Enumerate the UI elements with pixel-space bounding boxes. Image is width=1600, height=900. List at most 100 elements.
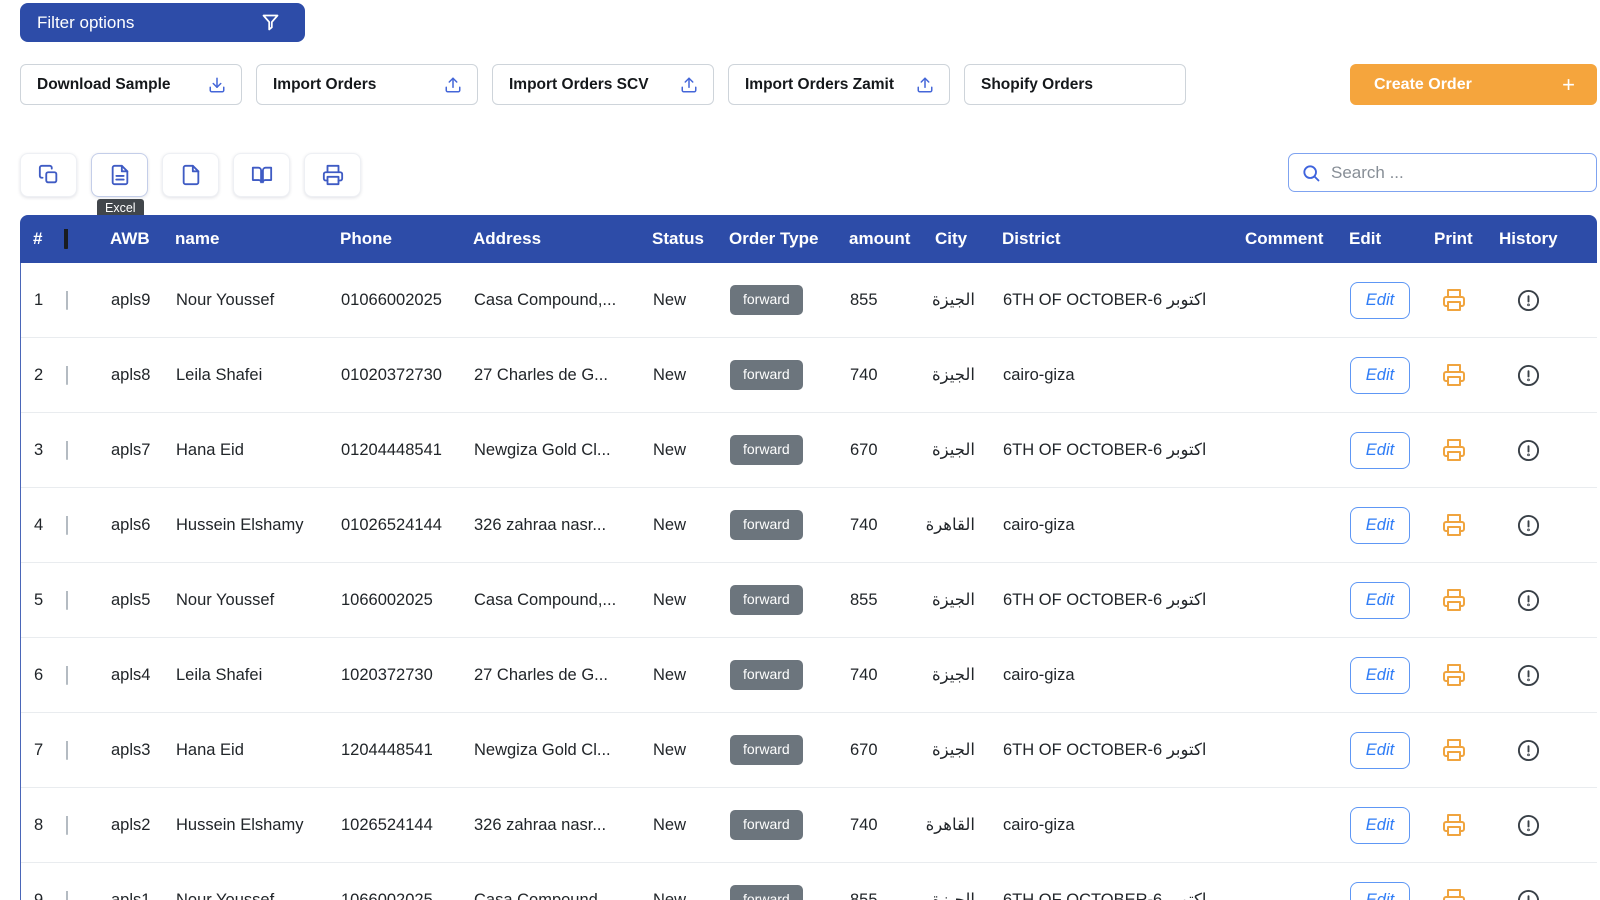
print-order-icon[interactable] <box>1442 588 1466 612</box>
cell-num: 7 <box>34 740 44 759</box>
cell-district: cairo-giza <box>1003 365 1075 384</box>
row-checkbox[interactable] <box>66 815 68 835</box>
row-checkbox[interactable] <box>66 515 68 535</box>
cell-district: 6TH OF OCTOBER-6 اكتوبر <box>1003 591 1207 609</box>
cell-city: الجيزة <box>932 291 975 309</box>
filter-options-button[interactable]: Filter options <box>20 3 305 42</box>
edit-button[interactable]: Edit <box>1350 581 1410 619</box>
print-order-icon[interactable] <box>1442 738 1466 762</box>
shopify-orders-button[interactable]: Shopify Orders <box>964 64 1186 105</box>
col-header-awb: AWB <box>110 229 150 248</box>
cell-history <box>1480 814 1598 837</box>
select-all-checkbox[interactable] <box>64 229 68 249</box>
print-order-icon[interactable] <box>1442 288 1466 312</box>
row-checkbox[interactable] <box>66 890 68 900</box>
cell-print <box>1415 288 1480 312</box>
cell-district: 6TH OF OCTOBER-6 اكتوبر <box>1003 741 1207 759</box>
row-checkbox[interactable] <box>66 290 68 310</box>
row-checkbox[interactable] <box>66 740 68 760</box>
cell-address: Newgiza Gold Cl... <box>474 740 611 759</box>
cell-phone: 01204448541 <box>341 440 442 459</box>
upload-icon <box>680 76 698 94</box>
book-open-icon <box>251 164 273 186</box>
history-icon[interactable] <box>1517 439 1540 462</box>
cell-city: الجيزة <box>932 366 975 384</box>
history-icon[interactable] <box>1517 364 1540 387</box>
row-checkbox[interactable] <box>66 590 68 610</box>
export-excel-button[interactable] <box>91 153 148 197</box>
import-orders-scv-button[interactable]: Import Orders SCV <box>492 64 714 105</box>
history-icon[interactable] <box>1517 289 1540 312</box>
table-row: 4 apls6 Hussein Elshamy 01026524144 326 … <box>21 488 1597 563</box>
import-orders-label: Import Orders <box>273 75 377 93</box>
edit-button[interactable]: Edit <box>1350 806 1410 844</box>
print-order-icon[interactable] <box>1442 663 1466 687</box>
row-checkbox[interactable] <box>66 665 68 685</box>
row-checkbox[interactable] <box>66 440 68 460</box>
print-order-icon[interactable] <box>1442 513 1466 537</box>
col-header-comment: Comment <box>1245 229 1324 248</box>
cell-district: 6TH OF OCTOBER-6 اكتوبر <box>1003 891 1207 900</box>
cell-amount: 740 <box>850 515 878 534</box>
cell-awb: apls3 <box>111 740 151 759</box>
cell-edit: Edit <box>1330 806 1415 844</box>
print-table-button[interactable] <box>304 153 361 197</box>
history-icon[interactable] <box>1517 514 1540 537</box>
edit-button[interactable]: Edit <box>1350 731 1410 769</box>
cell-status: New <box>653 665 687 684</box>
edit-button[interactable]: Edit <box>1350 431 1410 469</box>
row-checkbox[interactable] <box>66 365 68 385</box>
cell-edit: Edit <box>1330 731 1415 769</box>
table-row: 5 apls5 Nour Youssef 1066002025 Casa Com… <box>21 563 1597 638</box>
column-visibility-button[interactable] <box>233 153 290 197</box>
import-orders-scv-label: Import Orders SCV <box>509 75 649 93</box>
cell-name: Hussein Elshamy <box>176 515 304 534</box>
table-row: 9 apls1 Nour Youssef 1066002025 Casa Com… <box>21 863 1597 900</box>
print-order-icon[interactable] <box>1442 813 1466 837</box>
search-input[interactable] <box>1331 162 1586 183</box>
history-icon[interactable] <box>1517 739 1540 762</box>
cell-name: Hussein Elshamy <box>176 815 304 834</box>
history-icon[interactable] <box>1517 889 1540 900</box>
table-header-row: # AWB name Phone Address Status Order Ty… <box>20 215 1597 263</box>
funnel-icon <box>260 12 281 33</box>
print-order-icon[interactable] <box>1442 363 1466 387</box>
cell-name: Hana Eid <box>176 440 244 459</box>
cell-district: 6TH OF OCTOBER-6 اكتوبر <box>1003 291 1207 309</box>
print-order-icon[interactable] <box>1442 438 1466 462</box>
create-order-button[interactable]: Create Order + <box>1350 64 1597 105</box>
edit-button[interactable]: Edit <box>1350 881 1410 900</box>
history-icon[interactable] <box>1517 814 1540 837</box>
print-order-icon[interactable] <box>1442 888 1466 900</box>
cell-print <box>1415 438 1480 462</box>
col-header-history: History <box>1499 229 1558 248</box>
cell-address: 27 Charles de G... <box>474 665 608 684</box>
cell-status: New <box>653 365 687 384</box>
edit-button[interactable]: Edit <box>1350 281 1410 319</box>
cell-amount: 740 <box>850 365 878 384</box>
edit-button[interactable]: Edit <box>1350 506 1410 544</box>
cell-phone: 01026524144 <box>341 515 442 534</box>
cell-order-type: forward <box>710 810 830 840</box>
col-header-address: Address <box>473 229 542 248</box>
cell-address: 326 zahraa nasr... <box>474 515 607 534</box>
download-sample-button[interactable]: Download Sample <box>20 64 242 105</box>
edit-button[interactable]: Edit <box>1350 356 1410 394</box>
cell-print <box>1415 738 1480 762</box>
edit-button[interactable]: Edit <box>1350 656 1410 694</box>
import-orders-button[interactable]: Import Orders <box>256 64 478 105</box>
cell-history <box>1480 289 1598 312</box>
cell-edit: Edit <box>1330 656 1415 694</box>
copy-button[interactable] <box>20 153 77 197</box>
order-type-badge: forward <box>730 285 803 315</box>
cell-order-type: forward <box>710 510 830 540</box>
copy-icon <box>38 164 60 186</box>
export-file-button[interactable] <box>162 153 219 197</box>
col-header-name: name <box>175 229 220 248</box>
history-icon[interactable] <box>1517 664 1540 687</box>
import-orders-zamit-button[interactable]: Import Orders Zamit <box>728 64 950 105</box>
cell-awb: apls1 <box>111 890 151 900</box>
cell-edit: Edit <box>1330 356 1415 394</box>
orders-table: # AWB name Phone Address Status Order Ty… <box>20 215 1597 900</box>
history-icon[interactable] <box>1517 589 1540 612</box>
